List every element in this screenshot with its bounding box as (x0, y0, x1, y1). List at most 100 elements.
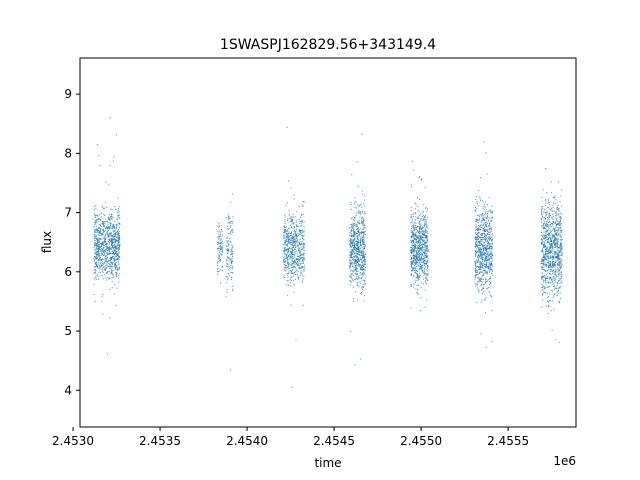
data-point (426, 248, 428, 250)
data-point (478, 261, 480, 263)
data-point (558, 293, 560, 295)
data-point (414, 233, 416, 235)
data-point (490, 220, 492, 222)
data-point (292, 275, 294, 277)
data-point (109, 226, 111, 228)
data-point (557, 267, 559, 269)
data-point (93, 249, 95, 251)
data-point (291, 221, 293, 223)
data-point (359, 216, 361, 218)
data-point (546, 216, 549, 218)
data-point (296, 254, 299, 256)
data-point (351, 245, 353, 247)
data-point (356, 224, 358, 227)
data-point (421, 247, 423, 249)
data-point (418, 238, 420, 240)
data-point (115, 239, 117, 241)
data-point (547, 219, 549, 221)
data-point (93, 205, 95, 207)
data-point (291, 265, 293, 267)
data-point (361, 220, 363, 222)
data-point (419, 261, 421, 263)
data-point (417, 197, 419, 199)
data-point (485, 224, 487, 226)
data-point (219, 269, 222, 271)
data-point (114, 259, 116, 261)
data-point (294, 232, 296, 234)
data-point (412, 269, 414, 271)
data-point (232, 253, 234, 255)
data-point (96, 274, 98, 276)
data-point (96, 251, 98, 253)
data-point (359, 257, 362, 259)
data-point (292, 237, 294, 239)
data-point (486, 222, 488, 224)
data-point (291, 387, 293, 389)
data-point (482, 250, 484, 252)
data-point (103, 249, 105, 251)
data-point (96, 222, 98, 224)
data-point (482, 257, 484, 259)
data-point (557, 287, 559, 289)
data-point (230, 248, 232, 250)
data-point (115, 134, 117, 136)
data-point (420, 249, 422, 251)
data-point (485, 152, 487, 154)
data-point (419, 263, 422, 265)
data-point (416, 253, 418, 255)
data-point (230, 220, 232, 222)
data-point (107, 248, 110, 250)
data-point (95, 249, 97, 251)
data-point (412, 245, 414, 247)
data-point (109, 262, 111, 264)
data-point (551, 289, 553, 291)
data-point (426, 232, 428, 234)
data-point (221, 241, 224, 243)
data-point (218, 243, 220, 245)
data-point (364, 205, 366, 207)
data-point (357, 260, 359, 263)
data-point (489, 263, 491, 265)
data-point (116, 230, 119, 232)
data-point (361, 246, 363, 249)
data-point (425, 266, 427, 268)
data-point (415, 262, 417, 264)
data-point (551, 266, 553, 268)
data-point (108, 271, 110, 273)
data-point (116, 220, 118, 222)
data-point (94, 266, 96, 268)
data-point (359, 264, 361, 266)
data-point (481, 251, 483, 253)
data-point (292, 257, 294, 259)
data-point (474, 250, 476, 252)
data-point (303, 213, 305, 215)
data-point (487, 280, 489, 282)
data-point (558, 269, 560, 271)
data-point (423, 262, 425, 264)
data-point (488, 271, 491, 273)
data-point (414, 237, 416, 239)
data-point (292, 222, 294, 224)
data-point (477, 239, 479, 241)
data-point (425, 207, 427, 209)
data-point (102, 313, 104, 315)
data-point (285, 238, 288, 240)
data-point (421, 239, 423, 241)
data-point (423, 259, 426, 261)
data-point (541, 221, 543, 223)
data-point (356, 273, 359, 275)
data-point (291, 235, 293, 237)
data-point (553, 210, 555, 212)
data-point (423, 225, 425, 227)
data-point (106, 231, 108, 233)
data-point (349, 226, 351, 229)
data-point (548, 206, 550, 208)
data-point (217, 265, 219, 267)
data-point (286, 234, 289, 236)
data-point (482, 267, 484, 269)
data-point (480, 229, 482, 231)
data-point (286, 243, 288, 246)
data-point (227, 273, 230, 275)
data-point (475, 198, 477, 201)
data-point (486, 249, 488, 251)
